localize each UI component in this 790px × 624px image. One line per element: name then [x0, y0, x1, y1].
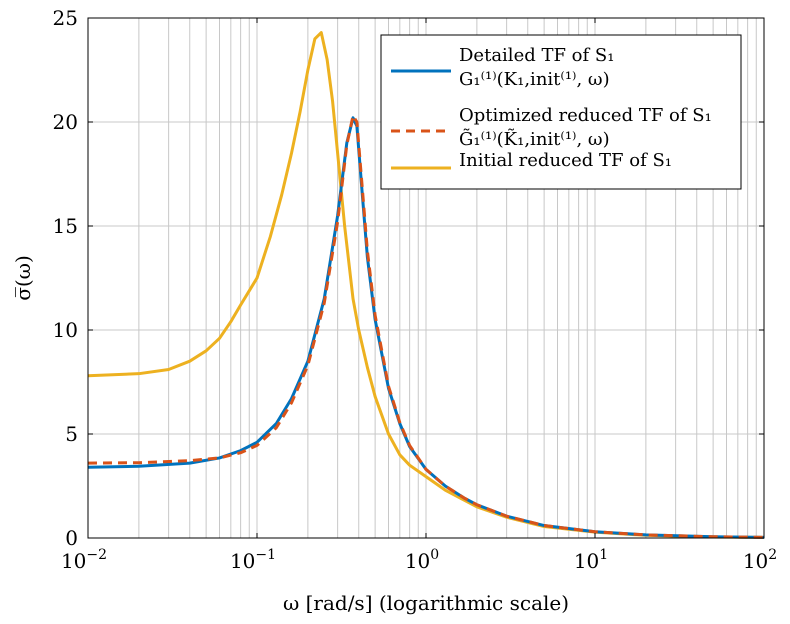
- series-line-3: [87, 31, 765, 539]
- y-tick-label: 20: [53, 110, 78, 134]
- series-line-2: [87, 114, 765, 539]
- x-tick-label: 10−1: [230, 547, 276, 573]
- legend-box: [380, 34, 742, 190]
- x-tick-label: 10−2: [61, 547, 107, 573]
- y-tick-label: 15: [53, 214, 78, 238]
- y-tick-label: 5: [65, 422, 78, 446]
- x-axis-label: ω [rad/s] (logarithmic scale): [283, 591, 569, 615]
- x-tick-label: 100: [405, 547, 439, 573]
- x-tick-label: 101: [574, 547, 608, 573]
- y-tick-label: 10: [53, 318, 78, 342]
- y-axis-label: σ̅(ω): [11, 255, 35, 301]
- y-tick-label: 0: [65, 526, 78, 550]
- y-tick-label: 25: [53, 6, 78, 30]
- legend-label-3: Initial reduced TF of S₁: [459, 150, 672, 171]
- legend-sublabel-2: G̃₁⁽¹⁾(K̃₁,init⁽¹⁾, ω): [459, 128, 610, 150]
- legend-label-2: Optimized reduced TF of S₁: [459, 105, 712, 126]
- x-tick-label: 102: [743, 547, 777, 573]
- series-layer: [87, 31, 765, 539]
- legend-label-1: Detailed TF of S₁: [459, 45, 614, 66]
- legend-sublabel-1: G₁⁽¹⁾(K₁,init⁽¹⁾, ω): [459, 69, 610, 90]
- legend: Detailed TF of S₁ G₁⁽¹⁾(K₁,init⁽¹⁾, ω) Opt…: [380, 34, 742, 190]
- ticks: 10−2 10−1 100 101 102 0 5 10 15 20 25: [53, 6, 778, 573]
